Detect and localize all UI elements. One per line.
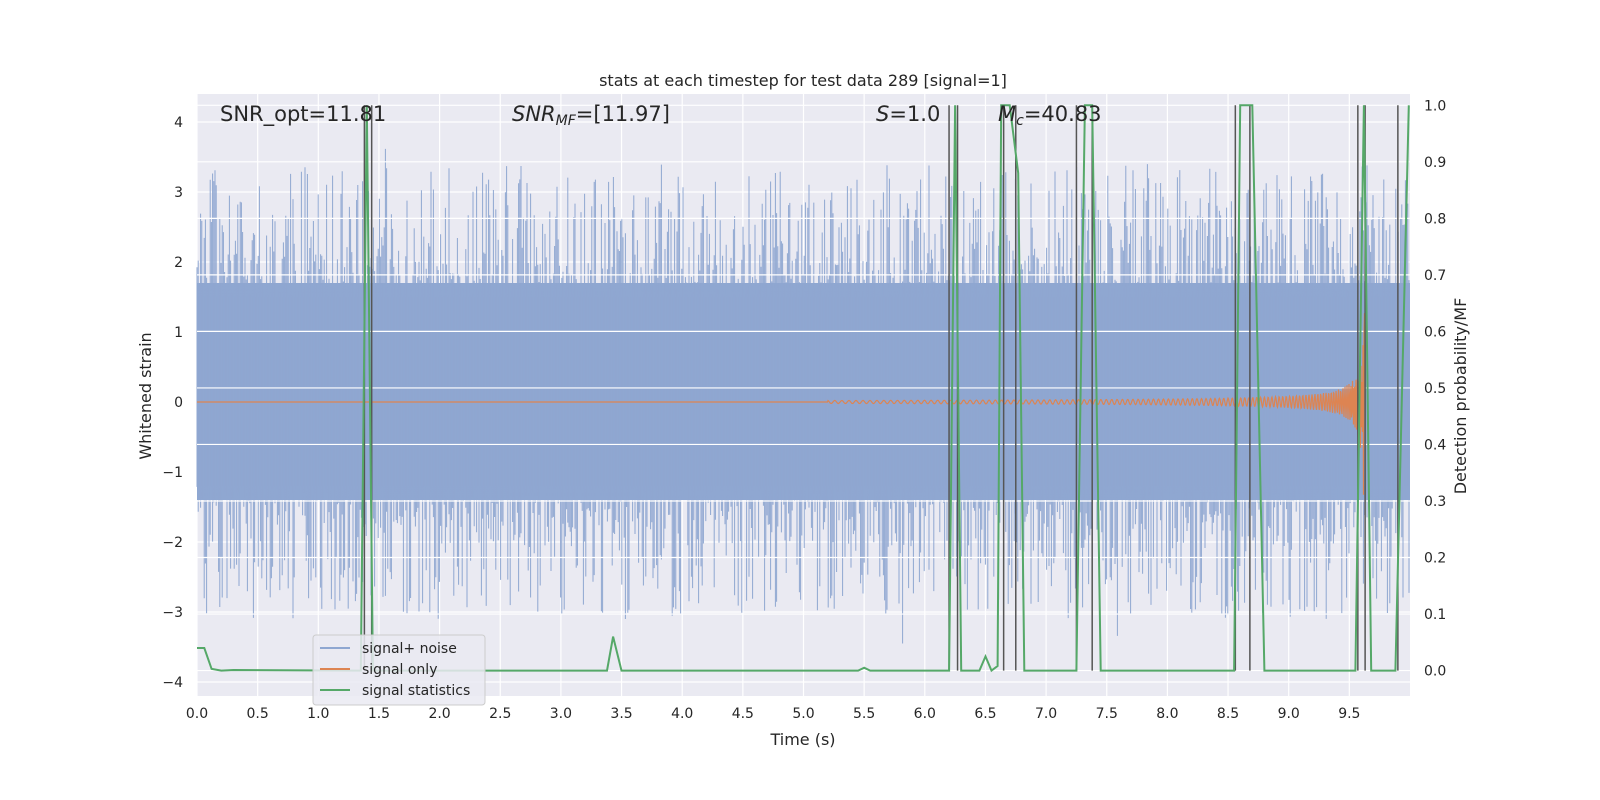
x-tick-label: 6.5 (974, 706, 996, 722)
legend-label-signal: signal only (362, 662, 437, 678)
snr-opt-annotation: SNR_opt=11.81 (220, 102, 386, 127)
x-tick-label: 9.5 (1338, 706, 1360, 722)
legend: signal+ noise signal only signal statist… (312, 634, 486, 706)
signal-statistics-series (197, 104, 1410, 673)
x-tick-label: 3.5 (610, 706, 632, 722)
x-tick-label: 8.0 (1156, 706, 1178, 722)
y-tick-label-right: 0.7 (1424, 268, 1446, 284)
x-tick-label: 4.0 (671, 706, 693, 722)
tick-labels: 0.0 0.5 1.0 1.5 2.0 2.5 3.0 3.5 4.0 4.5 5.0 5.5 6.0 6… (162, 98, 1446, 722)
y-tick-label-left: 0 (174, 395, 183, 411)
x-tick-label: 0.5 (247, 706, 269, 722)
mc-annotation: Mc=40.83 (998, 102, 1102, 129)
y-tick-label-left: 3 (174, 185, 183, 201)
y-tick-label-left: −2 (162, 535, 183, 551)
y-axis-label-right: Detection probability/MF (1451, 298, 1470, 495)
x-tick-label: 0.0 (186, 706, 208, 722)
y-tick-label-right: 1.0 (1424, 98, 1446, 114)
y-tick-label-left: 4 (174, 115, 183, 131)
y-tick-label-left: 2 (174, 255, 183, 271)
signal-statistics-line (197, 104, 1410, 673)
x-tick-label: 5.0 (792, 706, 814, 722)
y-tick-label-left: −1 (162, 465, 183, 481)
legend-box (312, 634, 486, 706)
x-tick-label: 7.5 (1096, 706, 1118, 722)
x-tick-label: 2.5 (489, 706, 511, 722)
y-tick-label-left: −4 (162, 675, 183, 691)
x-tick-label: 2.0 (428, 706, 450, 722)
x-axis-label: Time (s) (769, 730, 835, 749)
legend-label-noise: signal+ noise (362, 641, 457, 657)
x-tick-label: 7.0 (1035, 706, 1057, 722)
x-tick-label: 1.0 (307, 706, 329, 722)
y-tick-label-right: 0.5 (1424, 381, 1446, 397)
legend-label-stats: signal statistics (362, 683, 470, 699)
y-tick-label-right: 0.8 (1424, 211, 1446, 227)
y-tick-label-right: 0.9 (1424, 155, 1446, 171)
y-tick-label-right: 0.0 (1424, 664, 1446, 680)
x-tick-label: 3.0 (550, 706, 572, 722)
y-tick-label-right: 0.6 (1424, 324, 1446, 340)
y-tick-label-left: −3 (162, 605, 183, 621)
y-tick-label-right: 0.2 (1424, 551, 1446, 567)
signal-chirp-line (197, 313, 1366, 495)
chart-title: stats at each timestep for test data 289… (599, 71, 1007, 90)
signal-only-series (197, 313, 1366, 495)
x-tick-label: 1.5 (368, 706, 390, 722)
y-tick-label-right: 0.4 (1424, 437, 1446, 453)
s-annotation: S=1.0 (876, 102, 940, 126)
y-tick-label-right: 0.1 (1424, 607, 1446, 623)
y-tick-label-left: 1 (174, 325, 183, 341)
x-tick-label: 9.0 (1278, 706, 1300, 722)
y-axis-label-left: Whitened strain (136, 332, 155, 459)
x-tick-label: 5.5 (853, 706, 875, 722)
x-tick-label: 4.5 (732, 706, 754, 722)
snr-mf-annotation: SNRMF=[11.97] (512, 102, 670, 129)
x-tick-label: 8.5 (1217, 706, 1239, 722)
y-tick-label-right: 0.3 (1424, 494, 1446, 510)
x-tick-label: 6.0 (914, 706, 936, 722)
